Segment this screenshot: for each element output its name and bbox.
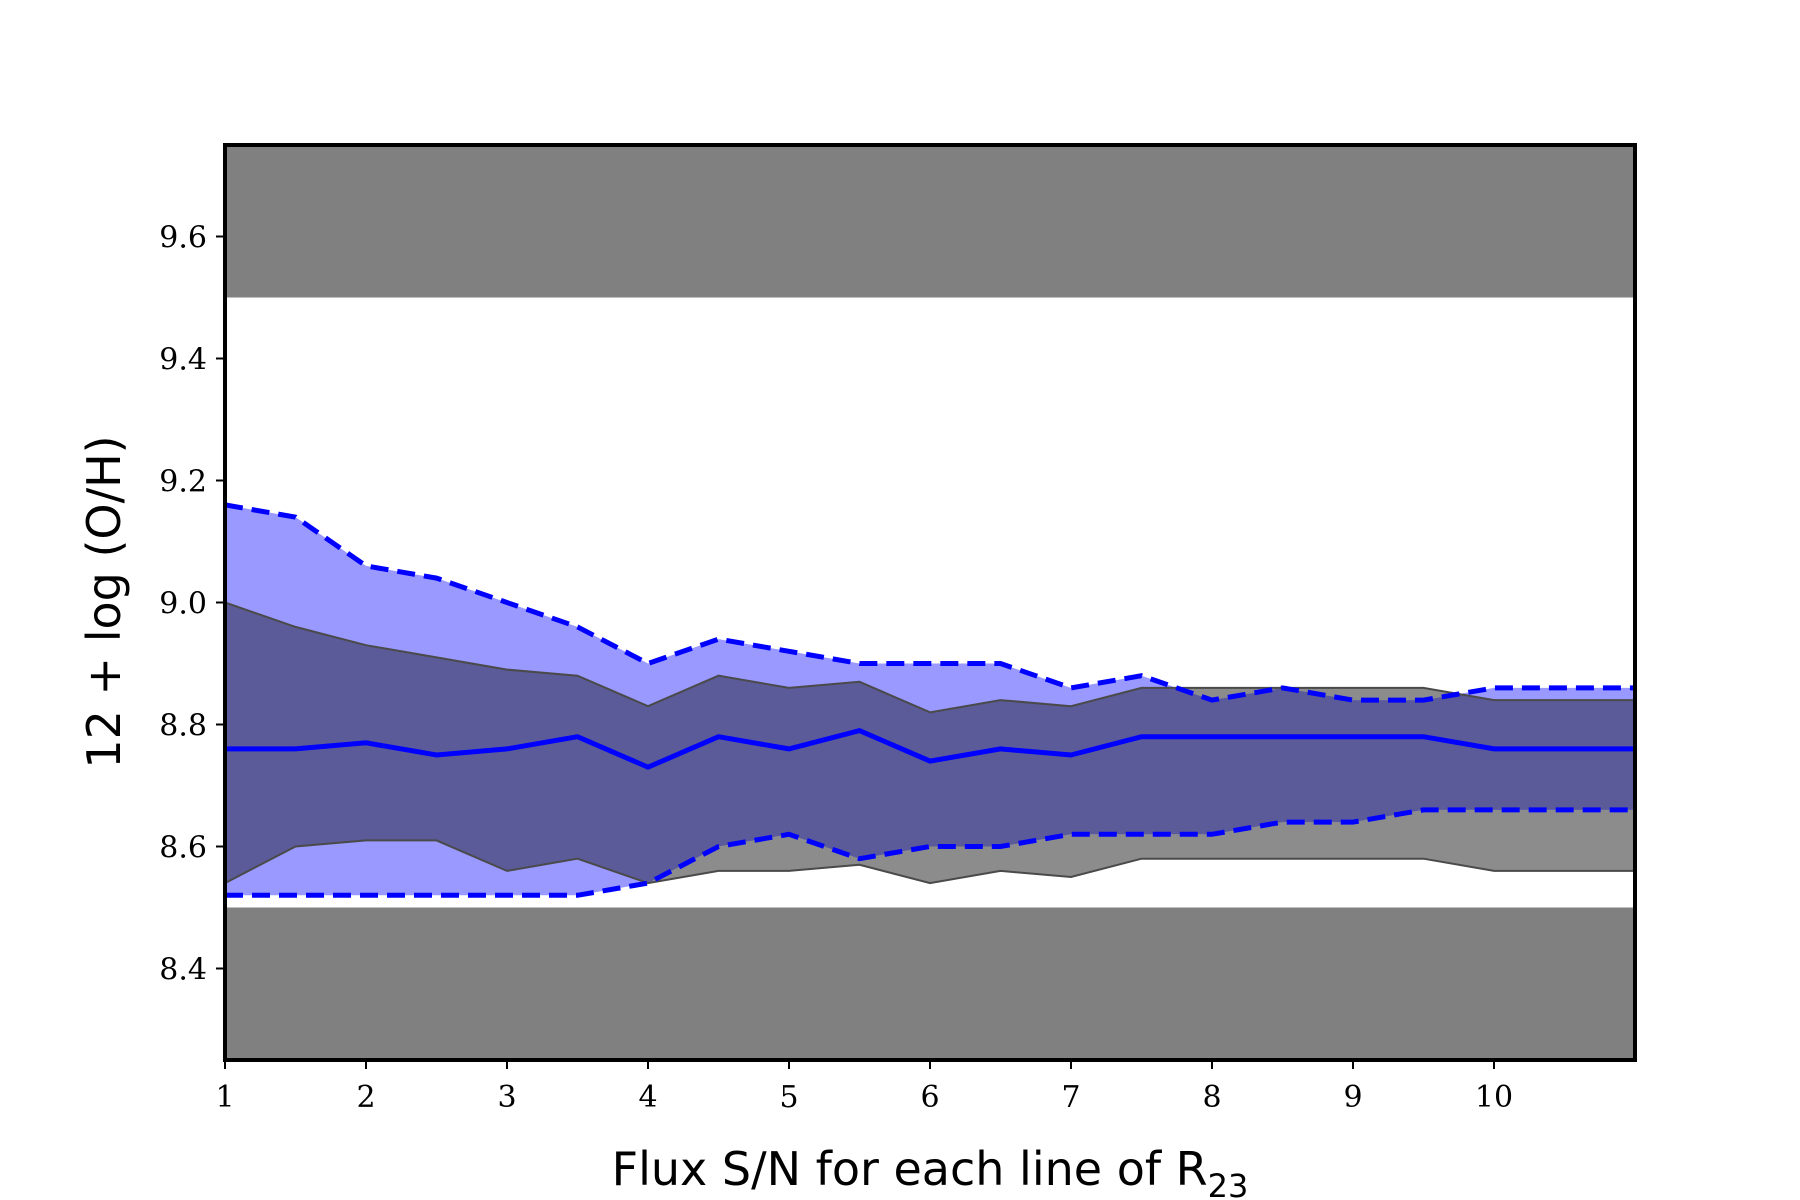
x-tick-label: 9 (1343, 1080, 1362, 1115)
x-axis-title: Flux S/N for each line of R23 (612, 1142, 1249, 1200)
excluded-bands (225, 145, 1635, 1060)
y-tick-label: 9.2 (159, 465, 207, 500)
y-tick-label: 8.8 (159, 709, 207, 744)
x-tick-label: 8 (1202, 1080, 1221, 1115)
reference-lower-line (225, 839, 1635, 885)
x-tick-label: 10 (1475, 1080, 1513, 1115)
confidence-bands (225, 504, 1635, 896)
y-tick-label: 9.4 (159, 343, 207, 378)
excluded-band-high (225, 145, 1635, 298)
axis-ticks: 1 2 3 4 5 6 7 8 9 10 8.4 8.6 8.8 9.0 9.2 9.4 9.6 (159, 221, 1513, 1116)
x-tick-label: 3 (497, 1080, 516, 1115)
x-tick-label: 4 (638, 1080, 657, 1115)
y-tick-label: 8.6 (159, 831, 207, 866)
series-lines (225, 502, 1635, 898)
x-tick-label: 5 (779, 1080, 798, 1115)
blue-upper-dashed-line (225, 502, 1635, 703)
median-line (225, 727, 1635, 770)
x-tick-label: 2 (356, 1080, 375, 1115)
y-axis-title: 12 + log (O/H) (77, 435, 131, 768)
reference-upper-line (225, 601, 1635, 714)
x-tick-label: 7 (1061, 1080, 1080, 1115)
y-tick-label: 9.0 (159, 587, 207, 622)
y-tick-label: 9.6 (159, 221, 207, 256)
y-tick-label: 8.4 (159, 953, 207, 988)
x-tick-label: 6 (920, 1080, 939, 1115)
plot-area (225, 145, 1635, 1060)
blue-lower-dashed-line (225, 807, 1635, 898)
excluded-band-low (225, 907, 1635, 1060)
x-tick-label: 1 (215, 1080, 234, 1115)
x-axis-title-subscript: 23 (1208, 1167, 1249, 1200)
